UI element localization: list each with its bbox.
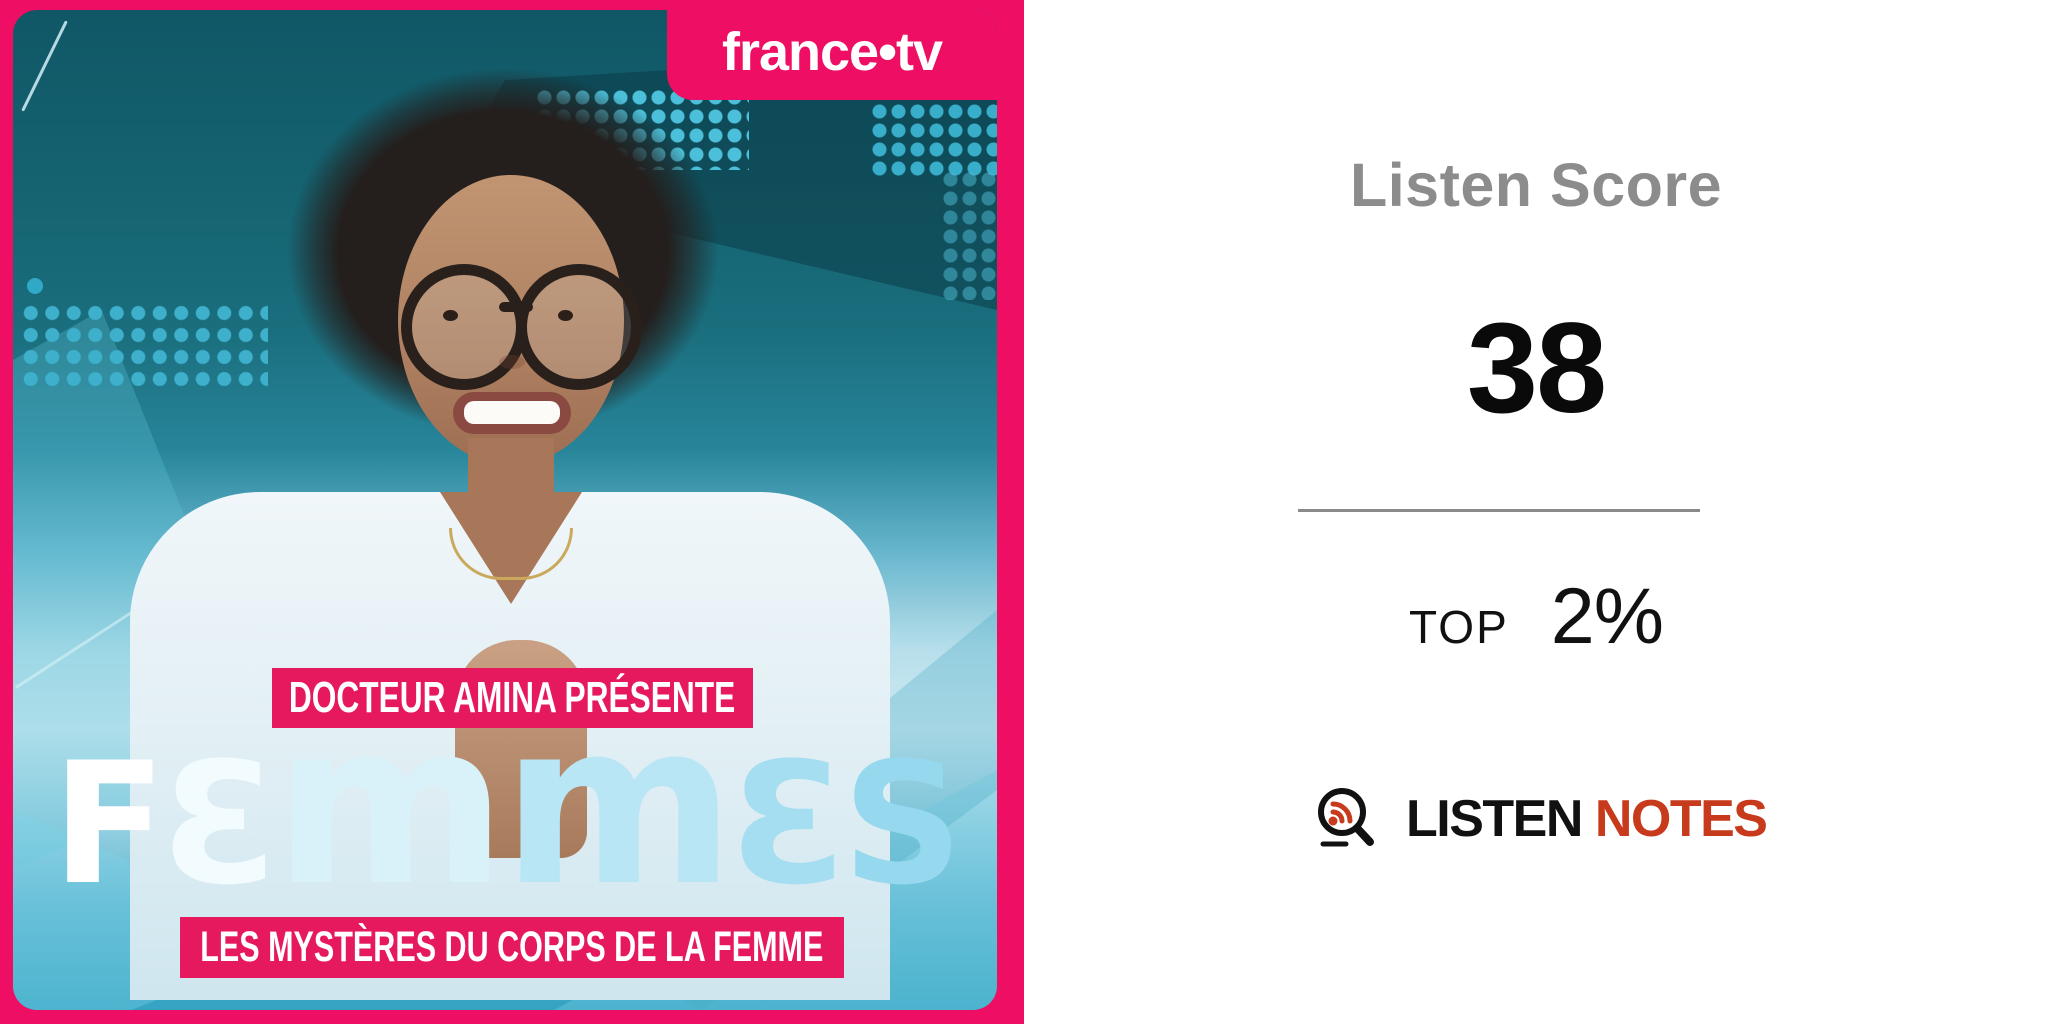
subtitle-banner: LES MYSTÈRES DU CORPS DE LA FEMME xyxy=(180,917,844,978)
cover-diagonal-line-top-left xyxy=(21,20,68,112)
podcast-cover-art[interactable]: france•tv DOCTEUR AMINA PRÉSENTE FƐmmƐS … xyxy=(0,0,1024,1024)
glasses-left-lens xyxy=(401,264,527,390)
title-letter: m xyxy=(273,674,506,935)
title-letter: Ɛ xyxy=(161,726,279,922)
subtitle-text: LES MYSTÈRES DU CORPS DE LA FEMME xyxy=(200,923,824,971)
listen-word: LISTEN xyxy=(1406,790,1583,848)
title-letter: Ɛ xyxy=(730,726,847,922)
top-percent-value: 2% xyxy=(1550,571,1664,660)
host-left-eye xyxy=(443,310,458,321)
podcast-title: FƐmmƐS xyxy=(13,693,997,917)
host-teeth xyxy=(464,401,560,424)
dot-grid-right-edge xyxy=(941,170,997,300)
top-percent-row: TOP 2% xyxy=(1024,570,2048,662)
listen-score-value: 38 xyxy=(1466,297,1607,440)
dot-grid-left xyxy=(20,302,268,386)
top-label: TOP xyxy=(1409,601,1509,653)
title-letter: S xyxy=(842,726,963,922)
dot-grid-top-right xyxy=(870,102,997,178)
listen-score-heading: Listen Score xyxy=(1349,151,1723,219)
magnifier-rss-icon xyxy=(1318,788,1374,847)
title-letter: F xyxy=(51,726,167,922)
listen-notes-logo[interactable]: LISTEN NOTES xyxy=(1316,786,1768,852)
title-letter: m xyxy=(501,674,735,935)
single-dot-left xyxy=(27,278,43,294)
listen-notes-wordmark: LISTEN NOTES xyxy=(1406,789,1768,849)
france-tv-logo-text: france•tv xyxy=(722,22,943,82)
host-nose-shadow xyxy=(499,355,525,369)
glasses-bridge xyxy=(499,302,533,312)
notes-word: NOTES xyxy=(1594,790,1768,848)
score-divider xyxy=(1298,509,1700,512)
glasses-right-lens xyxy=(516,264,642,390)
kicker-banner: DOCTEUR AMINA PRÉSENTE xyxy=(272,668,753,728)
kicker-text: DOCTEUR AMINA PRÉSENTE xyxy=(289,673,736,722)
host-right-eye xyxy=(558,310,573,321)
france-tv-logo: france•tv xyxy=(667,10,997,100)
cover-background: france•tv DOCTEUR AMINA PRÉSENTE FƐmmƐS … xyxy=(13,10,997,1010)
